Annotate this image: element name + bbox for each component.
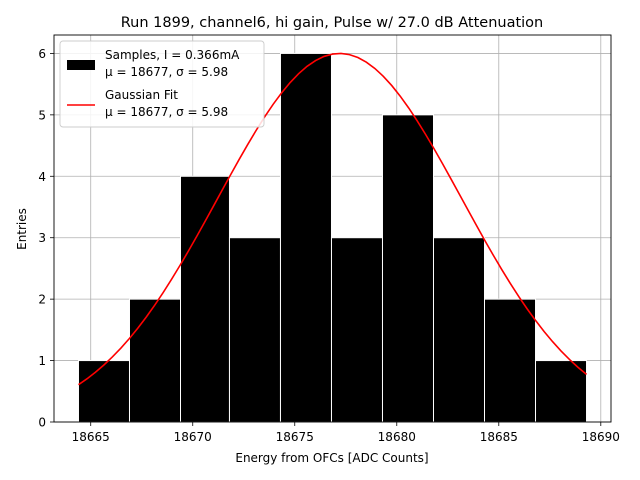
x-tick-label: 18690 <box>582 430 620 444</box>
gaussian-fit-line <box>78 52 588 386</box>
legend-samples-stats: μ = 18677, σ = 5.98 <box>105 65 228 79</box>
x-axis-label: Energy from OFCs [ADC Counts] <box>235 451 428 465</box>
histogram-bars <box>77 52 588 423</box>
legend: Samples, I = 0.366mA μ = 18677, σ = 5.98… <box>59 40 265 128</box>
legend-samples-label: Samples, I = 0.366mA <box>105 48 240 62</box>
histogram-bar <box>128 298 181 423</box>
histogram-bar <box>381 114 434 423</box>
y-tick-label: 6 <box>38 47 46 61</box>
histogram-bar <box>330 237 383 423</box>
legend-samples-swatch <box>67 60 95 70</box>
histogram-bar <box>77 360 130 423</box>
histogram-bar <box>179 175 230 423</box>
y-tick-label: 0 <box>38 416 46 430</box>
histogram-bar <box>484 298 537 423</box>
x-tick-label: 18675 <box>276 430 314 444</box>
legend-fit-stats: μ = 18677, σ = 5.98 <box>105 105 228 119</box>
histogram-bar <box>535 360 588 423</box>
histogram-bar <box>279 52 332 423</box>
legend-fit-label: Gaussian Fit <box>105 88 178 102</box>
y-tick-label: 1 <box>38 354 46 368</box>
x-tick-label: 18665 <box>72 430 110 444</box>
x-tick-label: 18670 <box>174 430 212 444</box>
y-tick-label: 4 <box>38 170 46 184</box>
chart-title: Run 1899, channel6, hi gain, Pulse w/ 27… <box>121 15 544 31</box>
histogram-bar <box>228 237 281 423</box>
legend-box <box>59 40 265 128</box>
y-axis-label: Entries <box>15 208 29 250</box>
x-tick-label: 18680 <box>378 430 416 444</box>
x-tick-label: 18685 <box>480 430 518 444</box>
y-tick-label: 2 <box>38 293 46 307</box>
y-tick-label: 5 <box>38 108 46 122</box>
histogram-bar <box>432 237 486 423</box>
y-tick-label: 3 <box>38 231 46 245</box>
plot-frame <box>53 34 612 423</box>
x-axis-ticks: 18665 18670 18675 18680 18685 18690 <box>72 422 620 444</box>
y-axis-ticks: 0 1 2 3 4 5 6 <box>38 47 54 430</box>
